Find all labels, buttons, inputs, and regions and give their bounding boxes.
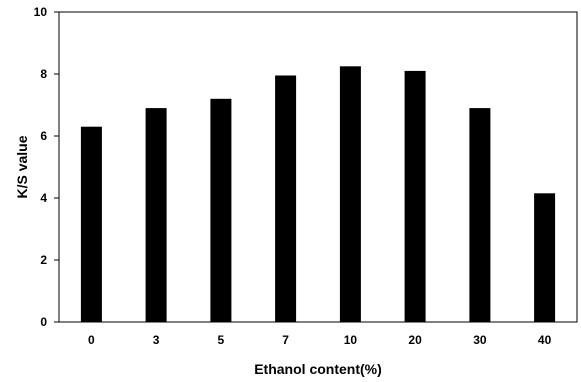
x-tick-label: 5 xyxy=(218,333,225,347)
bar-40 xyxy=(534,193,556,322)
y-tick-label: 2 xyxy=(40,253,47,267)
y-tick-label: 8 xyxy=(40,67,47,81)
x-axis-title: Ethanol content(%) xyxy=(254,361,382,377)
y-axis-title: K/S value xyxy=(14,135,30,198)
y-tick-label: 4 xyxy=(40,191,47,205)
y-tick-label: 10 xyxy=(34,5,48,19)
x-tick-label: 7 xyxy=(282,333,289,347)
y-tick-label: 6 xyxy=(40,129,47,143)
y-tick-label: 0 xyxy=(40,315,47,329)
bar-3 xyxy=(145,108,167,322)
bar-30 xyxy=(469,108,491,322)
x-tick-label: 30 xyxy=(473,333,487,347)
bar-7 xyxy=(275,75,297,322)
y-axis: 0 2 4 6 8 10 xyxy=(34,5,59,329)
x-tick-label: 20 xyxy=(408,333,422,347)
bar-0 xyxy=(80,126,102,322)
bar-20 xyxy=(404,70,426,323)
bars xyxy=(80,66,556,323)
bar-10 xyxy=(339,66,361,323)
x-axis: 0 3 5 7 10 20 30 40 xyxy=(88,333,552,347)
plot-frame xyxy=(58,11,578,323)
x-tick-label: 3 xyxy=(153,333,160,347)
bar-5 xyxy=(210,98,232,322)
plot-area xyxy=(58,11,578,323)
x-tick-label: 40 xyxy=(538,333,552,347)
x-tick-label: 0 xyxy=(88,333,95,347)
x-tick-label: 10 xyxy=(344,333,358,347)
